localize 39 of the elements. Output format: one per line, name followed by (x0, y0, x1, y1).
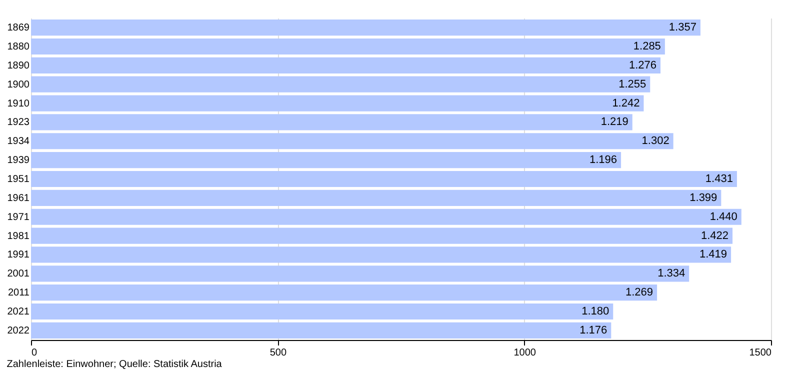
x-tick-label: 0 (32, 348, 38, 358)
y-tick-label: 1890 (7, 60, 30, 72)
data-label: 1.276 (628, 59, 656, 72)
y-tick-label: 1880 (7, 41, 30, 52)
y-tick-label: 1910 (7, 98, 30, 110)
data-label: 1.255 (618, 78, 646, 90)
y-tick-label: 2001 (7, 268, 30, 280)
y-tick-label: 1951 (7, 174, 30, 185)
y-tick-label: 2011 (8, 288, 30, 299)
y-tick-label: 2022 (7, 325, 30, 336)
y-tick-label: 1961 (7, 192, 30, 204)
y-tick-label: 1900 (7, 79, 30, 90)
y-tick-label: 1869 (7, 22, 30, 34)
x-tick-label: 1000 (514, 348, 536, 358)
data-label: 1.357 (668, 22, 696, 34)
data-label: 1.422 (700, 230, 729, 242)
y-tick-label: 1934 (7, 136, 30, 148)
y-tick-label: 2021 (7, 306, 30, 318)
data-label: 1.180 (582, 306, 610, 318)
y-tick-label: 1981 (7, 230, 30, 242)
x-tick-label: 500 (270, 348, 287, 358)
data-label: 1.334 (658, 268, 686, 280)
text: Zahlenleiste: Einwohner; Quelle: Statistik Austria (6, 359, 222, 370)
x-tick-label: 1500 (749, 348, 772, 358)
data-label: 1.431 (705, 173, 733, 185)
data-label: 1.285 (633, 40, 661, 52)
data-label: 1.176 (580, 324, 608, 336)
data-label: 1.196 (589, 154, 618, 166)
data-label: 1.399 (690, 192, 718, 204)
data-label: 1.440 (710, 210, 738, 223)
data-label: 1.302 (642, 135, 670, 148)
data-label: 1.242 (612, 97, 640, 110)
y-tick-label: 1939 (7, 155, 30, 166)
data-label: 1.269 (626, 286, 654, 299)
data-label: 1.419 (700, 248, 728, 261)
data-label: 1.219 (600, 116, 628, 128)
y-tick-label: 1991 (7, 250, 30, 261)
y-tick-label: 1971 (7, 212, 30, 223)
y-tick-label: 1923 (7, 117, 30, 128)
